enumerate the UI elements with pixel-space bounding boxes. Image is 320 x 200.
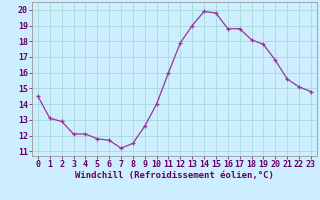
X-axis label: Windchill (Refroidissement éolien,°C): Windchill (Refroidissement éolien,°C) [75, 171, 274, 180]
